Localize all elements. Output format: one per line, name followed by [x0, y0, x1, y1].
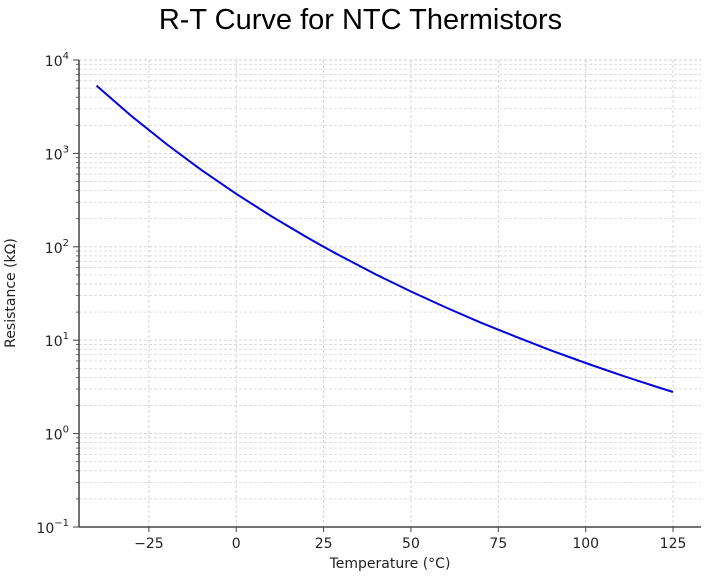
x-tick-label: 25 — [315, 536, 333, 552]
chart-title: R-T Curve for NTC Thermistors — [158, 4, 563, 36]
x-axis-label: Temperature (°C) — [329, 556, 451, 572]
y-tick-label: 101 — [45, 331, 69, 350]
y-tick-label: 102 — [45, 238, 69, 257]
x-tick-label: 0 — [232, 536, 241, 552]
x-tick-label: −25 — [134, 536, 164, 552]
y-tick-label: 104 — [45, 51, 69, 70]
series-line — [95, 84, 674, 393]
y-tick-label: 10−1 — [36, 518, 69, 537]
x-tick-label: 50 — [402, 536, 420, 552]
y-tick-label: 100 — [45, 425, 69, 444]
x-tick-label: 100 — [572, 536, 599, 552]
y-axis-label: Resistance (kΩ) — [3, 238, 19, 348]
y-tick-label: 103 — [45, 144, 69, 163]
x-tick-label: 75 — [489, 536, 507, 552]
x-tick-label: 125 — [660, 536, 687, 552]
